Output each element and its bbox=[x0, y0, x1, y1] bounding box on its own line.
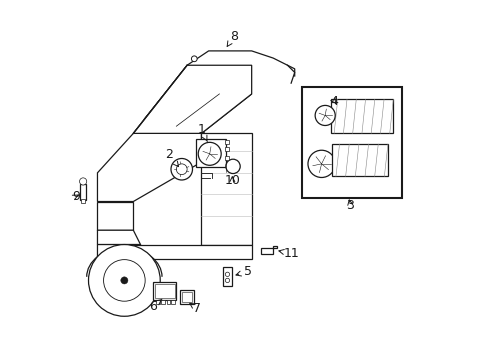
Bar bbox=[330, 99, 392, 134]
Circle shape bbox=[198, 142, 221, 165]
Polygon shape bbox=[97, 230, 140, 244]
Bar bbox=[156, 300, 159, 305]
Polygon shape bbox=[133, 244, 251, 259]
Circle shape bbox=[103, 260, 145, 301]
Polygon shape bbox=[97, 134, 201, 202]
Bar bbox=[223, 267, 231, 286]
Circle shape bbox=[176, 164, 187, 175]
Bar bbox=[166, 300, 170, 305]
Polygon shape bbox=[133, 65, 251, 134]
Bar bbox=[155, 284, 174, 298]
Circle shape bbox=[191, 56, 197, 62]
Polygon shape bbox=[97, 202, 133, 230]
Circle shape bbox=[88, 244, 160, 316]
Text: 9: 9 bbox=[72, 190, 80, 203]
Text: 11: 11 bbox=[278, 247, 298, 260]
Circle shape bbox=[121, 277, 128, 284]
Bar bbox=[80, 184, 86, 200]
Circle shape bbox=[225, 278, 229, 283]
Text: 8: 8 bbox=[227, 30, 237, 46]
Circle shape bbox=[307, 150, 335, 177]
Bar bbox=[81, 199, 85, 203]
Circle shape bbox=[80, 178, 86, 185]
Polygon shape bbox=[133, 65, 251, 134]
Bar bbox=[196, 139, 226, 167]
Text: 1: 1 bbox=[197, 123, 207, 141]
Bar bbox=[182, 292, 191, 302]
Text: 3: 3 bbox=[346, 199, 353, 212]
Polygon shape bbox=[260, 246, 276, 253]
Text: 7: 7 bbox=[189, 302, 201, 315]
Text: 4: 4 bbox=[329, 95, 337, 108]
Text: 2: 2 bbox=[165, 148, 178, 167]
Bar bbox=[332, 144, 387, 176]
Bar bbox=[153, 282, 176, 300]
Text: 10: 10 bbox=[224, 174, 240, 187]
Circle shape bbox=[225, 159, 240, 174]
Bar bbox=[224, 147, 228, 151]
Circle shape bbox=[171, 158, 192, 180]
Text: 5: 5 bbox=[236, 265, 252, 278]
Text: 6: 6 bbox=[149, 299, 162, 313]
Circle shape bbox=[225, 272, 229, 276]
Bar bbox=[224, 140, 228, 144]
Bar bbox=[180, 290, 193, 304]
Bar bbox=[301, 87, 402, 198]
Polygon shape bbox=[97, 244, 151, 273]
Bar bbox=[161, 300, 164, 305]
Circle shape bbox=[314, 105, 335, 126]
Bar bbox=[224, 156, 228, 160]
Bar bbox=[171, 300, 174, 305]
Polygon shape bbox=[201, 134, 251, 244]
